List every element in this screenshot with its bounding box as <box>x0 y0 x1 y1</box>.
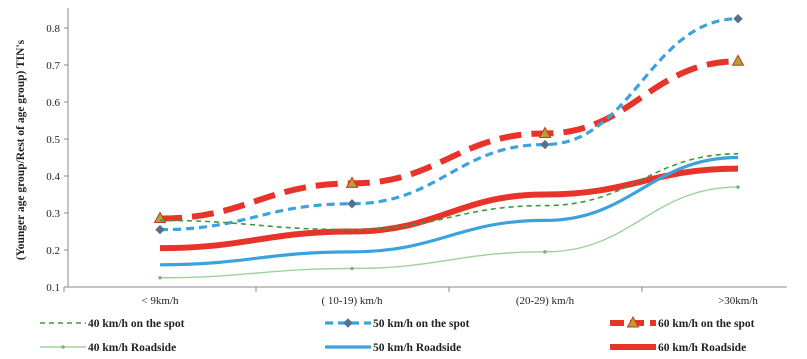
y-tick-label: 0.7 <box>46 60 60 72</box>
y-axis-ticks: 0.1 0.2 0.3 0.4 0.5 0.6 0.7 0.8 <box>46 23 68 294</box>
x-tick-label: >30km/h <box>718 295 758 307</box>
y-tick-label: 0.5 <box>46 134 60 146</box>
legend-marker <box>343 318 353 328</box>
data-point <box>158 275 162 280</box>
legend-label: 50 km/h Roadside <box>373 342 461 354</box>
series-2 <box>155 14 743 235</box>
series-line <box>159 153 739 231</box>
legend-label: 50 km/h on the spot <box>373 318 470 330</box>
data-point <box>347 199 357 209</box>
data-point <box>540 139 550 150</box>
legend-marker <box>626 315 640 328</box>
x-axis-ticks: < 9km/h ( 10-19) km/h (20-29) km/h >30km/h <box>63 287 758 307</box>
series-line <box>159 17 739 232</box>
legend-item: 50 km/h Roadside <box>325 342 461 354</box>
data-point <box>733 14 743 24</box>
y-tick-label: 0.3 <box>46 208 60 220</box>
y-tick-label: 0.4 <box>46 171 60 183</box>
legend-item: 50 km/h on the spot <box>325 318 470 330</box>
legend-item: 40 km/h on the spot <box>40 318 185 330</box>
series-line <box>159 165 739 252</box>
series-layer <box>153 14 745 280</box>
series-line <box>159 155 739 267</box>
legend: 40 km/h on the spot 50 km/h on the spot 60… <box>40 315 755 354</box>
legend-item: 60 km/h Roadside <box>610 342 746 354</box>
series-line <box>159 186 739 279</box>
x-tick-label: ( 10-19) km/h <box>321 295 383 307</box>
data-point <box>155 224 165 235</box>
data-point <box>731 54 745 66</box>
series-6 <box>159 165 739 252</box>
legend-label: 60 km/h on the spot <box>658 318 755 330</box>
legend-label: 40 km/h Roadside <box>88 342 176 354</box>
series-line <box>159 58 739 222</box>
series-3 <box>153 54 745 224</box>
data-point <box>345 176 359 188</box>
data-point <box>543 250 547 254</box>
y-tick-label: 0.2 <box>46 245 60 257</box>
x-tick-label: < 9km/h <box>141 295 179 307</box>
data-point <box>736 185 740 189</box>
data-point <box>350 266 354 271</box>
series-1 <box>159 153 739 231</box>
legend-marker <box>61 345 65 349</box>
y-tick-label: 0.8 <box>46 23 60 35</box>
x-tick-label: (20-29) km/h <box>516 295 575 307</box>
y-tick-label: 0.1 <box>46 282 60 294</box>
legend-label: 60 km/h Roadside <box>658 342 746 354</box>
series-4 <box>158 185 740 280</box>
data-point <box>538 126 552 138</box>
series-5 <box>159 155 739 267</box>
legend-item: 60 km/h on the spot <box>610 315 755 330</box>
y-tick-label: 0.6 <box>46 97 60 109</box>
axes <box>67 8 787 288</box>
legend-label: 40 km/h on the spot <box>88 318 185 330</box>
legend-item: 40 km/h Roadside <box>40 342 176 354</box>
y-axis-title: (Younger age group/Rest of age group) TI… <box>15 39 27 260</box>
